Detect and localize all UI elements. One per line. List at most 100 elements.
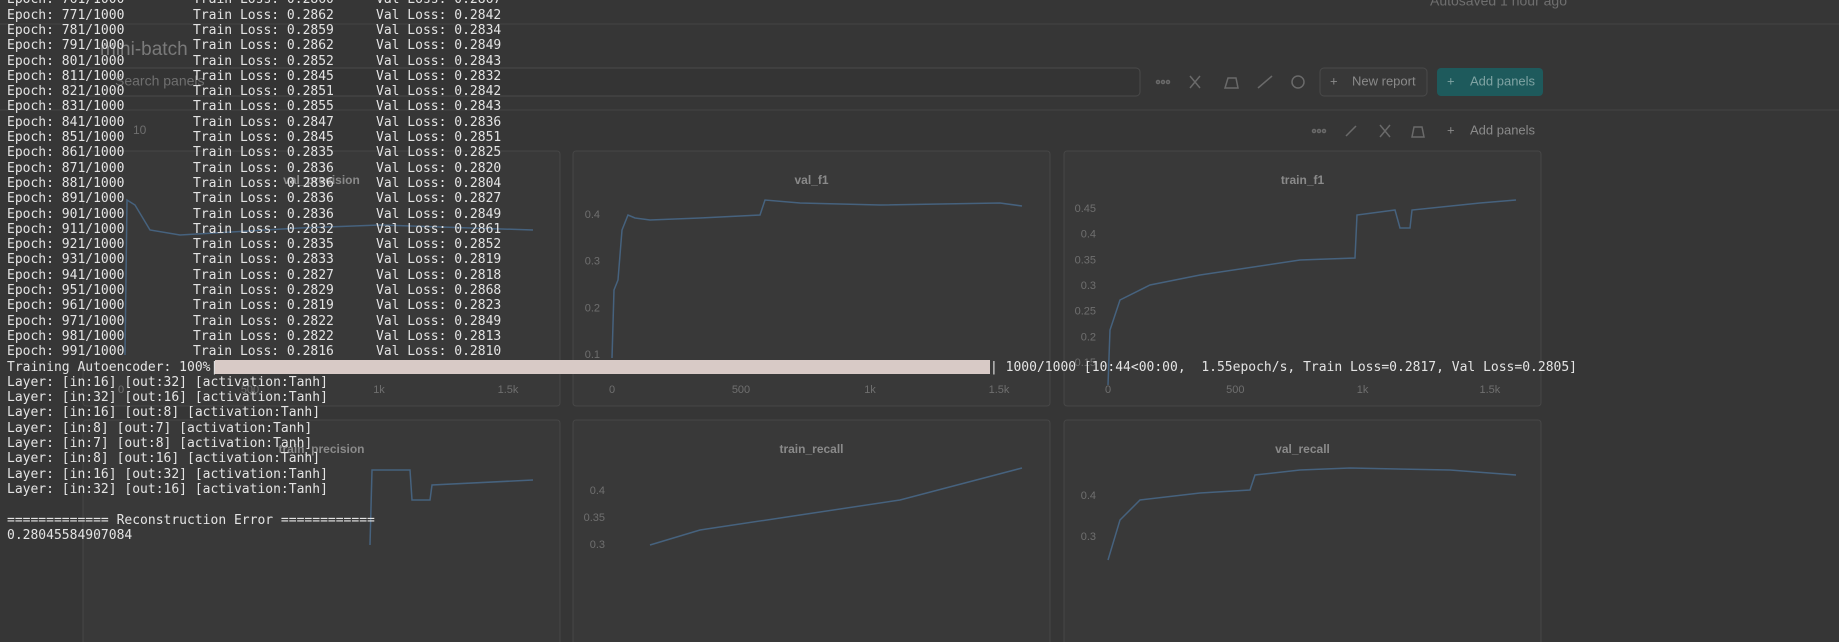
x-tick-label: 1k	[864, 384, 876, 396]
toolbar-icons	[1155, 75, 1305, 89]
autosaved: Autosaved 1 hour ago	[1430, 0, 1567, 9]
add-panels-label: Add panels	[1470, 73, 1536, 88]
epoch-label: Epoch: 821/1000	[7, 84, 125, 100]
val-loss: Val Loss: 0.2849	[376, 38, 502, 54]
layer-line: Layer: [in:16] [out:8] [activation:Tanh]	[7, 405, 321, 421]
epoch-label: Epoch: 801/1000	[7, 53, 125, 69]
reconstruction-error: 0.28045584907084	[7, 527, 133, 543]
train-loss: Train Loss: 0.2845	[193, 130, 334, 146]
train-loss: Train Loss: 0.2836	[193, 175, 334, 191]
y-tick-label: 0.1	[585, 349, 600, 361]
y-tick-label: 0.4	[590, 485, 605, 497]
epoch-label: Epoch: 891/1000	[7, 191, 125, 207]
x-tick-label: 1k	[1357, 384, 1369, 396]
val-loss: Val Loss: 0.2813	[376, 328, 502, 344]
section-add-label[interactable]: Add panels	[1470, 122, 1536, 137]
train-loss: Train Loss: 0.2822	[193, 328, 334, 344]
val-loss: Val Loss: 0.2819	[376, 252, 502, 268]
val-loss: Val Loss: 0.2849	[376, 206, 502, 222]
epoch-label: Epoch: 841/1000	[7, 114, 125, 130]
section-icons	[1311, 124, 1425, 138]
layer-line: Layer: [in:16] [out:32] [activation:Tanh…	[7, 374, 328, 390]
panel-title: val_f1	[794, 173, 828, 187]
panel-title: train_precision	[278, 442, 364, 456]
epoch-label: Epoch: 761/1000	[7, 0, 124, 8]
y-tick-label: 0.3	[590, 539, 605, 551]
epoch-label: Epoch: 771/1000	[7, 7, 125, 23]
panel	[82, 150, 561, 407]
x-tick-label: 0	[1105, 384, 1111, 396]
train-loss: Train Loss: 0.2862	[193, 7, 334, 23]
train-loss: Train Loss: 0.2827	[193, 267, 334, 283]
panel	[1063, 150, 1542, 407]
layer-line: Layer: [in:7] [out:8] [activation:Tanh]	[7, 436, 313, 452]
train-loss: Train Loss: 0.2835	[193, 145, 334, 161]
new-report-label: New report	[1352, 73, 1416, 88]
search-placeholder: Search panels	[115, 73, 205, 89]
train-loss: Train Loss: 0.2816	[193, 344, 334, 360]
epoch-label: Epoch: 981/1000	[7, 328, 125, 344]
new-report-button[interactable]	[1319, 67, 1428, 97]
epoch-label: Epoch: 871/1000	[7, 160, 125, 176]
add-panels-button[interactable]	[1437, 68, 1543, 96]
y-tick-label: 0.25	[1075, 306, 1096, 318]
panel-title: train_recall	[779, 442, 843, 456]
panel-title: train_f1	[1281, 173, 1325, 187]
search-box[interactable]	[74, 67, 1141, 97]
val-loss: Val Loss: 0.2820	[376, 160, 502, 176]
val-loss: Val Loss: 0.2868	[376, 283, 502, 299]
val-loss: Val Loss: 0.2836	[376, 114, 502, 130]
y-tick-label: 0.2	[1081, 331, 1096, 343]
val-loss: Val Loss: 0.2818	[376, 267, 502, 283]
val-loss: Val Loss: 0.2810	[376, 344, 502, 360]
section-header: ============= Reconstruction Error =====…	[7, 512, 375, 528]
panel-curves	[124, 198, 1517, 561]
val-loss: Val Loss: 0.2832	[376, 68, 502, 84]
x-tick-label: 1.5k	[1480, 384, 1501, 396]
val-loss: Val Loss: 0.2842	[376, 7, 502, 23]
y-tick-label: 0.3	[1081, 531, 1096, 543]
progress-prefix: Training Autoencoder: 100%|	[7, 359, 219, 375]
section-add-plus: +	[1447, 122, 1455, 137]
y-tick-label: 0.4	[1081, 490, 1096, 502]
epoch-label: Epoch: 901/1000	[7, 206, 125, 222]
train-loss: Train Loss: 0.2845	[193, 68, 334, 84]
panel	[82, 419, 561, 642]
y-tick-label: 0.15	[1075, 357, 1096, 369]
train-loss: Train Loss: 0.2819	[193, 298, 334, 314]
y-tick-label: 0.2	[585, 302, 600, 314]
val-loss: Val Loss: 0.2851	[376, 130, 502, 146]
y-tick-label: 0.3	[585, 256, 600, 268]
panel	[572, 419, 1051, 642]
new-report-plus: +	[1330, 73, 1338, 88]
epoch-label: Epoch: 941/1000	[7, 267, 125, 283]
x-tick-label: 500	[241, 384, 259, 396]
epoch-label: Epoch: 951/1000	[7, 283, 125, 299]
train-loss: Train Loss: 0.2836	[193, 160, 334, 176]
panel-grid: val_precision 0 500 1k 1.5k val_f1 0.4 0.3 0.2 0.…	[82, 150, 1542, 642]
x-tick-label: 1k	[373, 384, 385, 396]
layer-line: Layer: [in:16] [out:32] [activation:Tanh…	[7, 466, 328, 482]
epoch-label: Epoch: 911/1000	[7, 221, 125, 237]
val-loss: Val Loss: 0.2861	[376, 221, 502, 237]
train-loss: Train Loss: 0.2851	[193, 84, 334, 100]
epoch-label: Epoch: 861/1000	[7, 145, 125, 161]
x-tick-label: 500	[732, 384, 750, 396]
epoch-label: Epoch: 961/1000	[7, 298, 125, 314]
x-tick-label: 0	[118, 384, 124, 396]
panel	[1063, 419, 1542, 642]
epoch-label: Epoch: 881/1000	[7, 175, 125, 191]
x-tick-label: 1.5k	[989, 384, 1010, 396]
y-tick-label: 0.4	[585, 209, 600, 221]
val-loss: Val Loss: 0.2804	[376, 175, 502, 191]
val-loss: Val Loss: 0.2827	[376, 191, 502, 207]
panel-title: val_recall	[1275, 442, 1330, 456]
epoch-label: Epoch: 851/1000	[7, 130, 125, 146]
add-panels-plus: +	[1447, 73, 1455, 88]
epoch-label: Epoch: 991/1000	[7, 344, 125, 360]
epoch-label: Epoch: 831/1000	[7, 99, 125, 115]
